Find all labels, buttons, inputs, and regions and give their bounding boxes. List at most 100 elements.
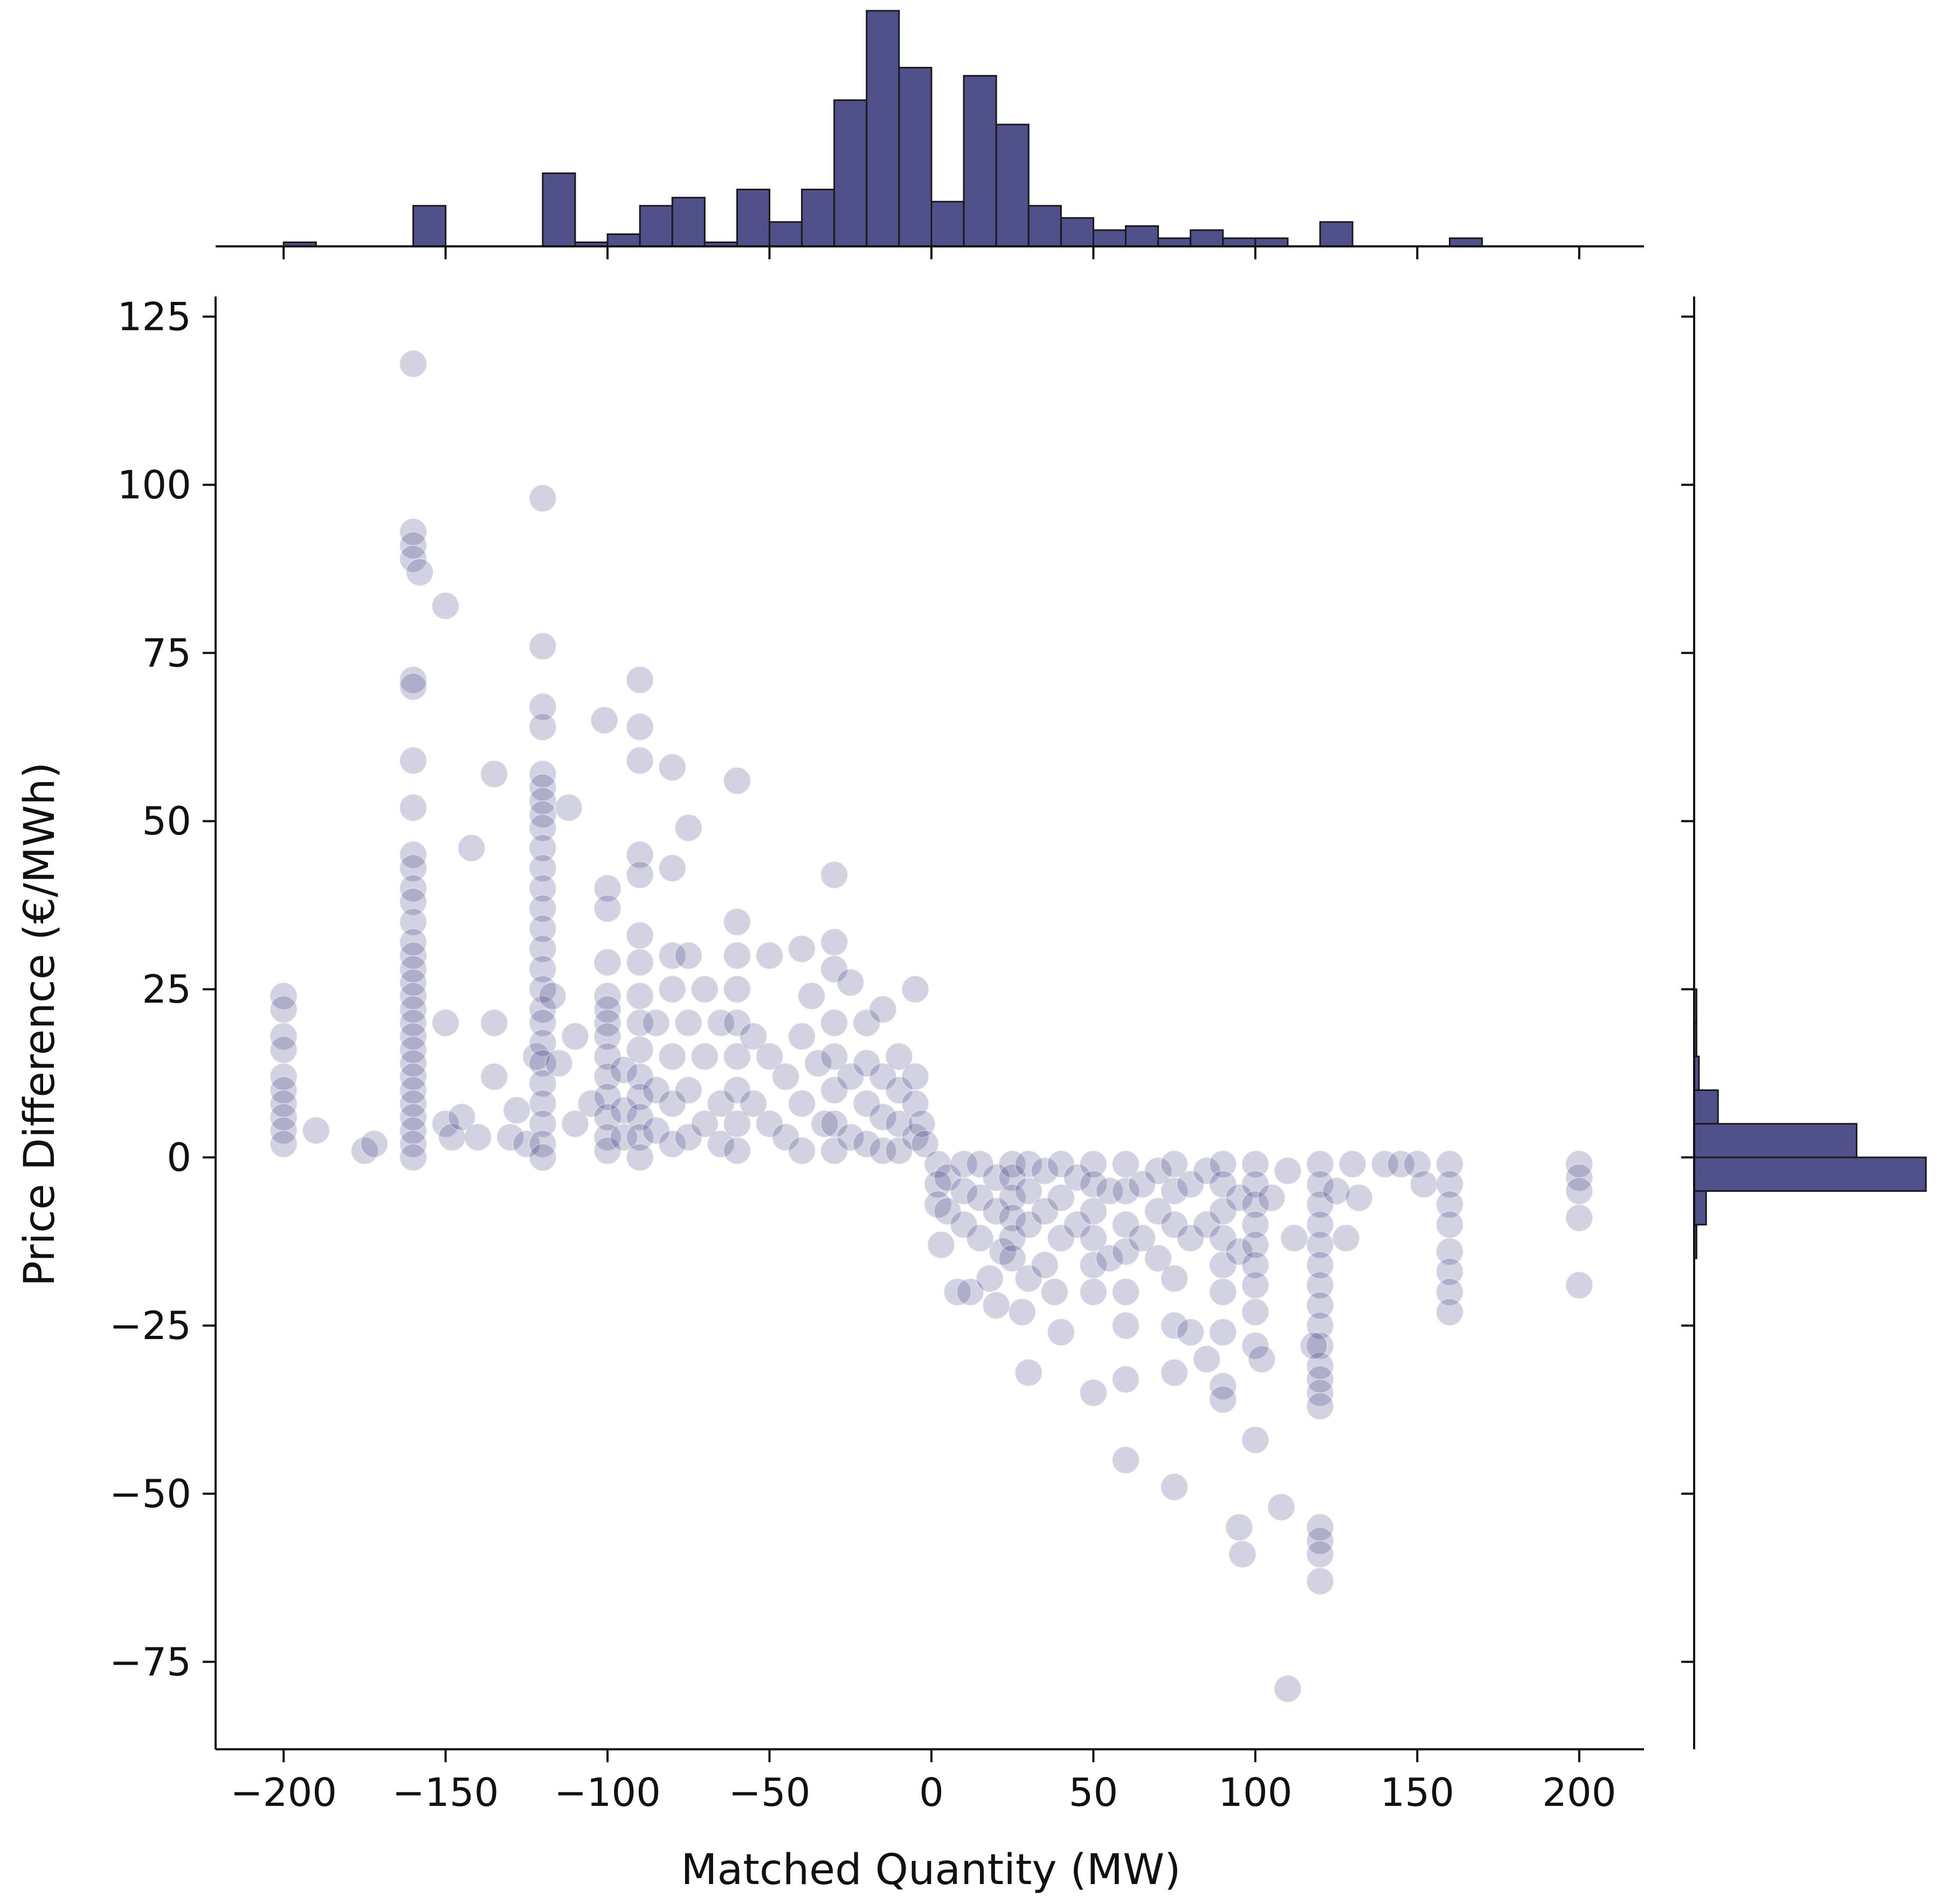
scatter-point xyxy=(528,713,557,741)
scatter-point xyxy=(901,975,929,1004)
y-hist-bar xyxy=(1693,1089,1719,1125)
scatter-point xyxy=(1208,1150,1237,1178)
scatter-point xyxy=(1160,1312,1189,1340)
scatter-point xyxy=(1031,1157,1059,1185)
y-tick-label: 0 xyxy=(167,1135,191,1180)
scatter-point xyxy=(885,1109,913,1138)
scatter-point xyxy=(399,349,427,378)
scatter-point xyxy=(755,941,784,970)
scatter-point xyxy=(399,1063,427,1091)
y-tick-label: −25 xyxy=(109,1303,191,1348)
scatter-point xyxy=(723,1136,751,1165)
scatter-point xyxy=(399,874,427,902)
y-tick-label: 50 xyxy=(142,798,191,844)
scatter-point xyxy=(924,1190,952,1219)
scatter-point xyxy=(1014,1358,1043,1387)
scatter-point xyxy=(868,1136,897,1165)
scatter-point xyxy=(464,1123,492,1151)
x-tick-label: −50 xyxy=(729,1770,811,1815)
scatter-point xyxy=(360,1130,389,1158)
scatter-point xyxy=(590,706,619,734)
scatter-point xyxy=(1014,1177,1043,1205)
scatter-point xyxy=(399,1089,427,1118)
scatter-point xyxy=(1176,1318,1205,1347)
scatter-point xyxy=(593,948,622,977)
scatter-point xyxy=(1306,1378,1335,1407)
scatter-point xyxy=(1176,1224,1205,1252)
scatter-point xyxy=(1274,1157,1302,1185)
scatter-point xyxy=(1241,1298,1269,1326)
x-hist-bar xyxy=(866,10,900,247)
scatter-point xyxy=(836,968,865,997)
scatter-point xyxy=(1565,1204,1593,1232)
scatter-point xyxy=(1435,1150,1464,1178)
scatter-point xyxy=(528,854,557,882)
scatter-point xyxy=(270,1022,298,1051)
scatter-point xyxy=(1208,1251,1237,1279)
scatter-point xyxy=(593,894,622,923)
scatter-point xyxy=(658,1130,687,1158)
x-hist-bar xyxy=(1319,221,1353,247)
scatter-point xyxy=(707,1089,735,1118)
scatter-point xyxy=(528,787,557,815)
scatter-point xyxy=(836,1063,865,1091)
scatter-point xyxy=(1241,1210,1269,1239)
x-tick-label: −200 xyxy=(230,1770,337,1815)
x-hist-bar xyxy=(736,189,771,247)
scatter-point xyxy=(480,1063,508,1091)
scatter-point xyxy=(528,955,557,983)
scatter-point xyxy=(270,1076,298,1105)
scatter-point xyxy=(399,1022,427,1051)
scatter-point xyxy=(908,1109,936,1138)
scatter-point xyxy=(998,1150,1027,1178)
scatter-point xyxy=(1040,1278,1069,1306)
x-hist-bar xyxy=(930,201,965,247)
scatter-point xyxy=(1267,1493,1295,1521)
scatter-points xyxy=(270,349,1593,1703)
axes: −200 −150 −100 −50 0 50 100 150 200 125 100 75 50 25 0… xyxy=(109,294,1644,1815)
x-hist-bar xyxy=(1157,237,1192,247)
scatter-point xyxy=(528,1109,557,1138)
scatter-point xyxy=(868,995,897,1024)
y-tick-label: −75 xyxy=(109,1639,191,1685)
scatter-point xyxy=(642,1076,671,1105)
scatter-point xyxy=(658,1089,687,1118)
scatter-point xyxy=(1014,1150,1043,1178)
scatter-point xyxy=(1144,1244,1172,1273)
y-tick-label: −50 xyxy=(109,1471,191,1516)
scatter-point xyxy=(1306,1365,1335,1393)
scatter-point xyxy=(593,1042,622,1071)
scatter-point xyxy=(797,982,826,1010)
scatter-point xyxy=(1306,1190,1335,1219)
scatter-point xyxy=(399,968,427,997)
scatter-point xyxy=(577,1089,606,1118)
scatter-point xyxy=(528,995,557,1024)
scatter-point xyxy=(593,1123,622,1151)
scatter-point xyxy=(1160,1358,1189,1387)
scatter-point xyxy=(438,1123,466,1151)
x-hist-bar xyxy=(1027,205,1062,247)
scatter-point xyxy=(1435,1210,1464,1239)
scatter-point xyxy=(1435,1258,1464,1286)
scatter-point xyxy=(1241,1190,1269,1219)
x-hist-bar xyxy=(963,75,997,247)
scatter-point xyxy=(399,1143,427,1171)
scatter-point xyxy=(966,1224,994,1252)
x-hist-bar xyxy=(1093,229,1127,247)
scatter-point xyxy=(1031,1197,1059,1225)
scatter-point xyxy=(1208,1170,1237,1198)
scatter-point xyxy=(528,693,557,721)
scatter-point xyxy=(522,1042,550,1071)
x-tick-label: −100 xyxy=(554,1770,661,1815)
scatter-point xyxy=(788,1022,816,1051)
scatter-point xyxy=(1241,1271,1269,1300)
scatter-point xyxy=(950,1210,978,1239)
scatter-point xyxy=(431,591,460,620)
y-axis-title: Price Difference (€/MWh) xyxy=(16,762,64,1287)
y-hist-bar xyxy=(1693,1190,1707,1226)
scatter-point xyxy=(270,982,298,1010)
x-hist-bar xyxy=(1449,237,1483,247)
scatter-point xyxy=(561,1109,589,1138)
scatter-point xyxy=(1160,1177,1189,1205)
x-axis-title: Matched Quantity (MW) xyxy=(681,1846,1180,1894)
